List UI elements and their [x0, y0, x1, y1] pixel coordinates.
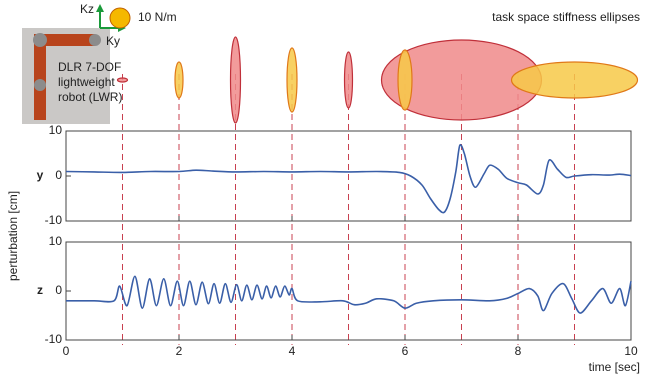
data-line	[65, 275, 632, 314]
y-tick-label: 10	[49, 123, 63, 137]
y-tick-label: -10	[45, 332, 63, 346]
x-tick-label: 6	[402, 344, 409, 358]
robot-label: DLR 7-DOF	[58, 60, 121, 74]
x-tick-label: 2	[176, 344, 183, 358]
stiffness-ellipse	[343, 51, 354, 109]
chart-title: task space stiffness ellipses	[492, 10, 640, 24]
robot-joint	[34, 79, 46, 91]
y-tick-label: 10	[49, 234, 63, 248]
robot-label: lightweight	[58, 75, 115, 89]
y-axis-label: perturbation [cm]	[6, 191, 20, 281]
robot-image	[22, 4, 126, 124]
stiffness-ellipse	[116, 77, 129, 83]
reference-label: 10 N/m	[138, 10, 177, 24]
subplot-label: y	[37, 168, 44, 182]
x-axis-label: time [sec]	[589, 360, 640, 374]
stiffness-ellipse	[510, 61, 639, 99]
robot-label: robot (LWR)	[58, 90, 122, 104]
robot-joint	[33, 33, 47, 47]
x-tick-label: 10	[624, 344, 638, 358]
data-line	[65, 143, 632, 214]
stiffness-ellipse	[286, 47, 298, 113]
stiffness-ellipse	[229, 36, 242, 124]
kz-label: Kz	[80, 2, 94, 16]
x-tick-label: 8	[515, 344, 522, 358]
kz-arrowhead	[96, 4, 104, 12]
stiffness-ellipse	[174, 61, 184, 99]
y-tick-label: 0	[55, 168, 62, 182]
x-tick-label: 4	[289, 344, 296, 358]
y-tick-label: -10	[45, 213, 63, 227]
x-tick-label: 0	[63, 344, 70, 358]
stiffness-ellipse	[397, 49, 413, 111]
y-tick-label: 0	[55, 283, 62, 297]
ky-label: Ky	[106, 34, 120, 48]
robot-joint	[89, 34, 101, 46]
subplot-label: z	[37, 283, 43, 297]
reference-circle	[109, 7, 131, 29]
